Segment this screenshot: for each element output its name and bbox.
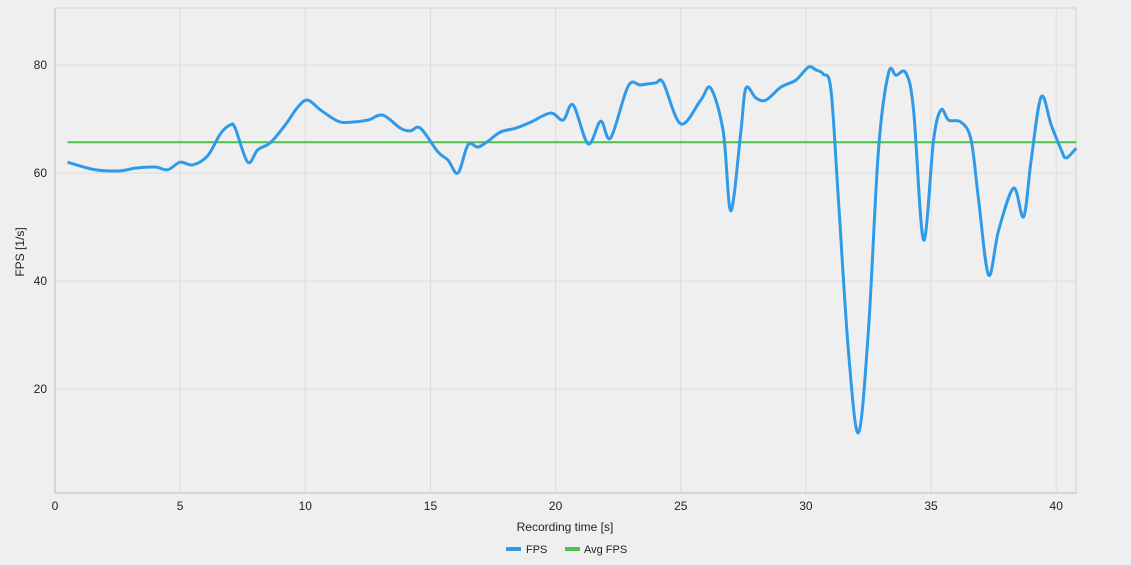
- plot-area: [54, 7, 1077, 494]
- fps-line: [67, 65, 1078, 435]
- x-tick-label: 30: [799, 499, 813, 513]
- y-tick-label: 20: [34, 382, 48, 396]
- x-tick-label: 20: [549, 499, 563, 513]
- x-tick-label: 40: [1050, 499, 1064, 513]
- series: [67, 65, 1078, 435]
- grid: [55, 8, 1076, 493]
- y-axis-label: FPS [1/s]: [13, 227, 27, 276]
- x-axis-label: Recording time [s]: [517, 520, 614, 534]
- legend: FPS Avg FPS: [506, 544, 627, 556]
- x-tick-label: 25: [674, 499, 688, 513]
- x-tick-label: 0: [52, 499, 59, 513]
- legend-swatch-fps: [506, 547, 521, 551]
- legend-label-fps: FPS: [526, 544, 547, 556]
- x-tick-label: 35: [924, 499, 938, 513]
- y-ticks: 20 40 60 80: [34, 58, 48, 396]
- x-tick-label: 10: [299, 499, 313, 513]
- x-tick-label: 5: [177, 499, 184, 513]
- x-ticks: 0 5 10 15 20 25 30 35 40: [52, 499, 1064, 513]
- legend-label-avg-fps: Avg FPS: [584, 544, 627, 556]
- y-tick-label: 40: [34, 274, 48, 288]
- legend-swatch-avg-fps: [565, 547, 580, 551]
- y-tick-label: 60: [34, 166, 48, 180]
- y-tick-label: 80: [34, 58, 48, 72]
- x-tick-label: 15: [424, 499, 438, 513]
